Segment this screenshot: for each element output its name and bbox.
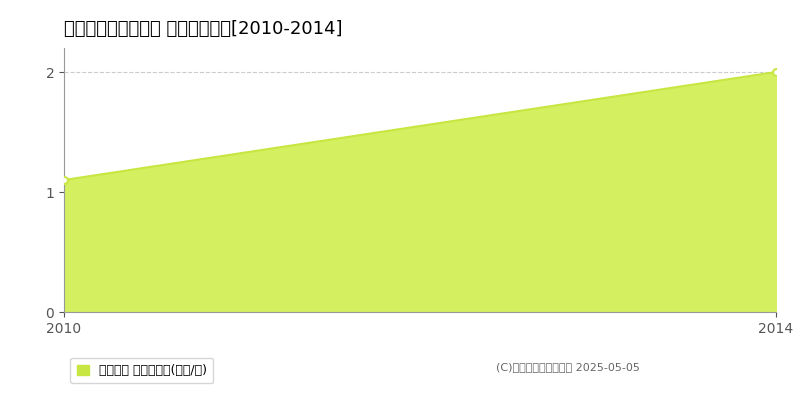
- Legend: 土地価格 平均坪単価(万円/坪): 土地価格 平均坪単価(万円/坪): [70, 358, 214, 383]
- Text: 気仙郡住田町下有住 土地価格推移[2010-2014]: 気仙郡住田町下有住 土地価格推移[2010-2014]: [64, 20, 342, 38]
- Text: (C)土地価格ドットコム 2025-05-05: (C)土地価格ドットコム 2025-05-05: [496, 362, 640, 372]
